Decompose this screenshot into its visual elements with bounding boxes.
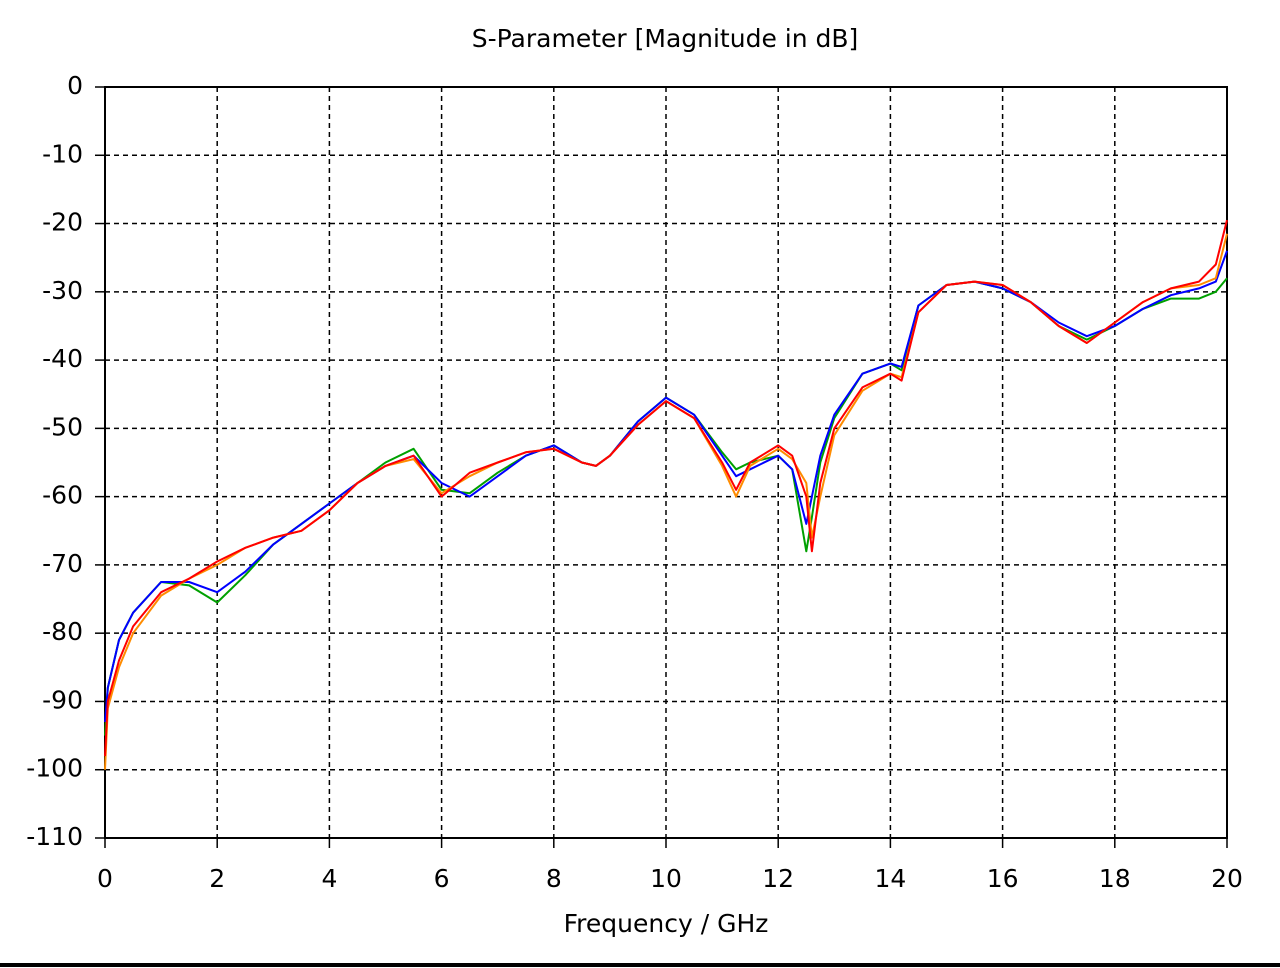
y-tick-label: -80 [42, 617, 83, 646]
x-tick-label: 20 [1211, 864, 1243, 893]
x-tick-label: 2 [209, 864, 225, 893]
chart-title: S-Parameter [Magnitude in dB] [472, 24, 859, 53]
y-tick-label: -20 [42, 208, 83, 237]
y-tick-label: -50 [42, 412, 83, 441]
plot-frame [104, 86, 1228, 839]
y-tick-label: -90 [42, 685, 83, 714]
y-tick-label: -60 [42, 481, 83, 510]
y-tick-label: -110 [26, 822, 83, 851]
x-tick-label: 6 [434, 864, 450, 893]
x-tick-label: 12 [762, 864, 794, 893]
series-line [104, 219, 1228, 757]
x-tick-label: 18 [1099, 864, 1131, 893]
x-tick-label: 4 [321, 864, 337, 893]
y-tick-label: -40 [42, 344, 83, 373]
x-tick-label: 10 [650, 864, 682, 893]
y-tick-label: -100 [26, 754, 83, 783]
y-tick-label: 0 [67, 71, 83, 100]
y-tick-label: -70 [42, 549, 83, 578]
x-tick-label: 16 [987, 864, 1019, 893]
x-axis-label: Frequency / GHz [564, 909, 769, 938]
y-tick-label: -10 [42, 139, 83, 168]
x-tick-label: 8 [546, 864, 562, 893]
x-tick-label: 0 [97, 864, 113, 893]
y-tick-label: -30 [42, 276, 83, 305]
x-tick-label: 14 [874, 864, 906, 893]
